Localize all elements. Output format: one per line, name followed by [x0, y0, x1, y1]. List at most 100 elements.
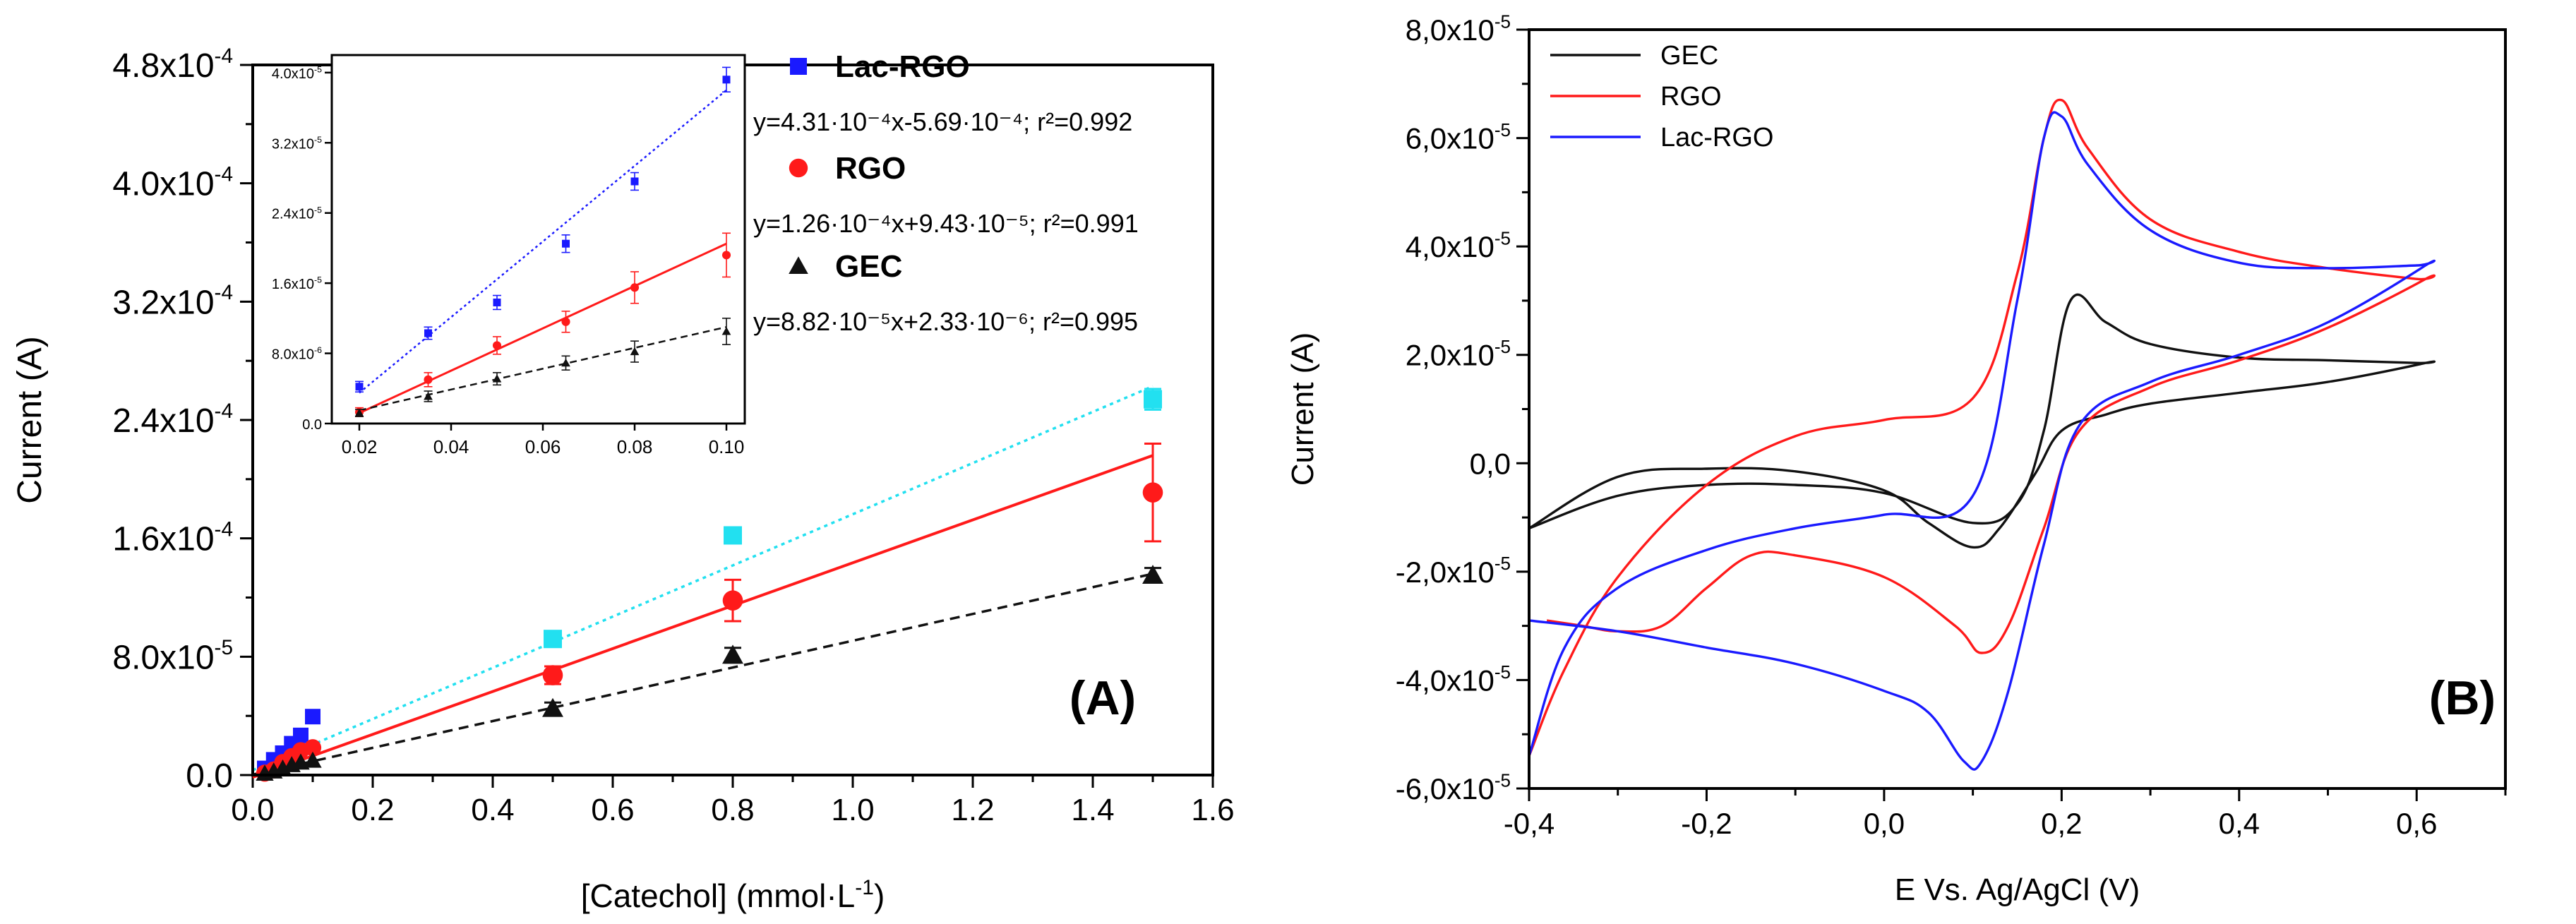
data-point-gec — [722, 644, 743, 664]
legend-marker-lac-rgo — [790, 58, 807, 75]
panel-b-y-tick-label: 4,0x10-5 — [1406, 228, 1511, 264]
panel-b-y-tick-label: 6,0x10-5 — [1406, 119, 1511, 155]
panel-b-y-axis-label: Current (A) — [1286, 332, 1320, 486]
inset-point-lac-rgo — [493, 298, 501, 306]
panel-b-x-tick-label: 0,6 — [2396, 807, 2437, 840]
panel-a: 0.0 0.2 0.4 0.6 0.8 1.0 1.2 1.4 1.6 0.0 8.0x10-5 1.… — [11, 44, 1235, 914]
inset-ticks: 0.02 0.04 0.06 0.08 0.10 0.0 8.0x10-6 1.6x10-5 2… — [272, 64, 744, 457]
data-point-gec — [542, 697, 563, 717]
inset-point-lac-rgo — [424, 329, 432, 337]
panel-a-y-tick-label: 4.0x10-4 — [112, 163, 233, 203]
panel-b-y-tick-label: 0,0 — [1470, 447, 1511, 480]
inset-fit-gec — [359, 326, 727, 412]
panel-a-x-tick-label: 0.8 — [711, 793, 754, 827]
inset-point-gec — [721, 327, 731, 335]
panel-b-x-tick-label: 0,0 — [1864, 807, 1905, 840]
data-point-gec — [304, 751, 322, 768]
legend-label-gec: GEC — [1660, 41, 1718, 71]
panel-a-inset: 0.02 0.04 0.06 0.08 0.10 0.0 8.0x10-6 1.6x10-5 2… — [272, 54, 746, 457]
panel-b-y-tick-label: -4,0x10-5 — [1396, 661, 1511, 697]
panel-a-x-tick-label: 0.0 — [231, 793, 274, 827]
inset-y-tick-label: 0.0 — [302, 417, 322, 433]
panel-b-ticks: -0,4 -0,2 0,0 0,2 0,4 0,6 -6,0x10-5 -4,0x10-5 -2… — [1396, 11, 2507, 840]
panel-a-y-tick-label: 2.4x10-4 — [112, 400, 233, 440]
panel-b: -0,4 -0,2 0,0 0,2 0,4 0,6 -6,0x10-5 -4,0x10-5 -2… — [1286, 11, 2507, 907]
inset-x-tick-label: 0.10 — [709, 436, 745, 457]
panel-a-data-points — [256, 388, 1163, 782]
panel-a-x-tick-label: 1.0 — [831, 793, 874, 827]
inset-point-lac-rgo — [630, 177, 639, 186]
panel-a-y-tick-label: 4.8x10-4 — [112, 44, 233, 85]
panel-a-y-tick-label: 3.2x10-4 — [112, 281, 233, 321]
data-point-rgo — [722, 590, 743, 611]
panel-b-x-tick-label: 0,4 — [2219, 807, 2260, 840]
inset-point-gec — [492, 374, 502, 383]
legend-label-lac-rgo: Lac-RGO — [1660, 123, 1773, 152]
panel-b-plot-frame — [1528, 28, 2507, 790]
panel-a-x-tick-label: 1.6 — [1191, 793, 1234, 827]
inset-y-tick-label: 3.2x10-5 — [272, 135, 322, 152]
cv-curve-rgo — [1528, 98, 2436, 757]
legend-equation-gec: y=8.82·10⁻⁵x+2.33·10⁻⁶; r²=0.995 — [753, 307, 1138, 336]
inset-x-tick-label: 0.08 — [617, 436, 653, 457]
inset-y-tick-label: 8.0x10-6 — [272, 345, 322, 362]
legend-label-rgo: RGO — [1660, 82, 1722, 112]
panel-b-legend: GEC RGO Lac-RGO — [1550, 41, 1773, 152]
legend-label-lac-rgo: Lac-RGO — [835, 49, 970, 84]
inset-y-tick-label: 1.6x10-5 — [272, 275, 322, 292]
inset-point-lac-rgo — [562, 239, 570, 248]
panel-a-y-tick-label: 0.0 — [186, 757, 233, 795]
legend-marker-gec — [789, 256, 808, 275]
inset-fit-lines — [359, 89, 727, 414]
inset-y-tick-label: 2.4x10-5 — [272, 205, 322, 222]
panel-a-x-tick-label: 0.2 — [351, 793, 394, 827]
legend-marker-rgo — [789, 158, 808, 178]
fit-line-gec — [252, 572, 1154, 776]
cv-curve-gec — [1528, 293, 2436, 549]
inset-point-rgo — [630, 283, 640, 292]
inset-point-gec — [354, 408, 364, 417]
data-point-lac-rgo — [724, 526, 742, 545]
inset-point-gec — [630, 347, 640, 356]
data-point-gec — [1142, 565, 1163, 584]
data-point-lac-rgo — [305, 709, 320, 725]
data-point-rgo — [304, 739, 322, 757]
data-point-rgo — [1142, 482, 1163, 503]
panel-a-ticks: 0.0 0.2 0.4 0.6 0.8 1.0 1.2 1.4 1.6 0.0 8.0x10-5 1.… — [112, 44, 1234, 827]
inset-x-tick-label: 0.06 — [525, 436, 561, 457]
data-point-lac-rgo — [1144, 390, 1162, 409]
panel-a-y-tick-label: 8.0x10-5 — [112, 636, 233, 676]
inset-point-rgo — [561, 317, 570, 326]
panel-b-x-tick-label: -0,2 — [1681, 807, 1732, 840]
panel-b-y-tick-label: 2,0x10-5 — [1406, 336, 1511, 372]
legend-equation-lac-rgo: y=4.31·10⁻⁴x-5.69·10⁻⁴; r²=0.992 — [753, 107, 1132, 136]
inset-data-points — [354, 66, 731, 417]
panel-b-x-tick-label: -0,4 — [1504, 807, 1554, 840]
panel-a-y-tick-label: 1.6x10-4 — [112, 518, 233, 558]
data-point-lac-rgo — [544, 630, 562, 649]
panel-a-fit-lines — [252, 385, 1154, 779]
panel-b-y-tick-label: 8,0x10-5 — [1406, 11, 1511, 47]
panel-a-label: (A) — [1070, 671, 1136, 725]
inset-x-tick-label: 0.04 — [433, 436, 469, 457]
inset-y-tick-label: 4.0x10-5 — [272, 64, 322, 81]
panel-a-x-tick-label: 0.6 — [591, 793, 634, 827]
inset-point-lac-rgo — [355, 383, 364, 391]
inset-point-rgo — [721, 251, 731, 260]
legend-equation-rgo: y=1.26·10⁻⁴x+9.43·10⁻⁵; r²=0.991 — [753, 209, 1139, 238]
data-point-lac-rgo — [293, 727, 308, 743]
inset-point-gec — [561, 358, 570, 367]
fit-line-rgo — [252, 454, 1154, 779]
legend-label-rgo: RGO — [835, 151, 906, 186]
panel-a-x-axis-label: [Catechol] (mmol·L-1) — [581, 876, 885, 914]
panel-a-x-tick-label: 0.4 — [471, 793, 514, 827]
panel-b-y-tick-label: -2,0x10-5 — [1396, 553, 1511, 589]
inset-point-rgo — [424, 375, 433, 384]
legend-label-gec: GEC — [835, 249, 902, 284]
panel-a-x-tick-label: 1.4 — [1071, 793, 1114, 827]
inset-x-tick-label: 0.02 — [342, 436, 378, 457]
inset-point-rgo — [492, 341, 502, 350]
panel-b-y-tick-label: -6,0x10-5 — [1396, 769, 1511, 805]
inset-frame — [330, 54, 746, 425]
